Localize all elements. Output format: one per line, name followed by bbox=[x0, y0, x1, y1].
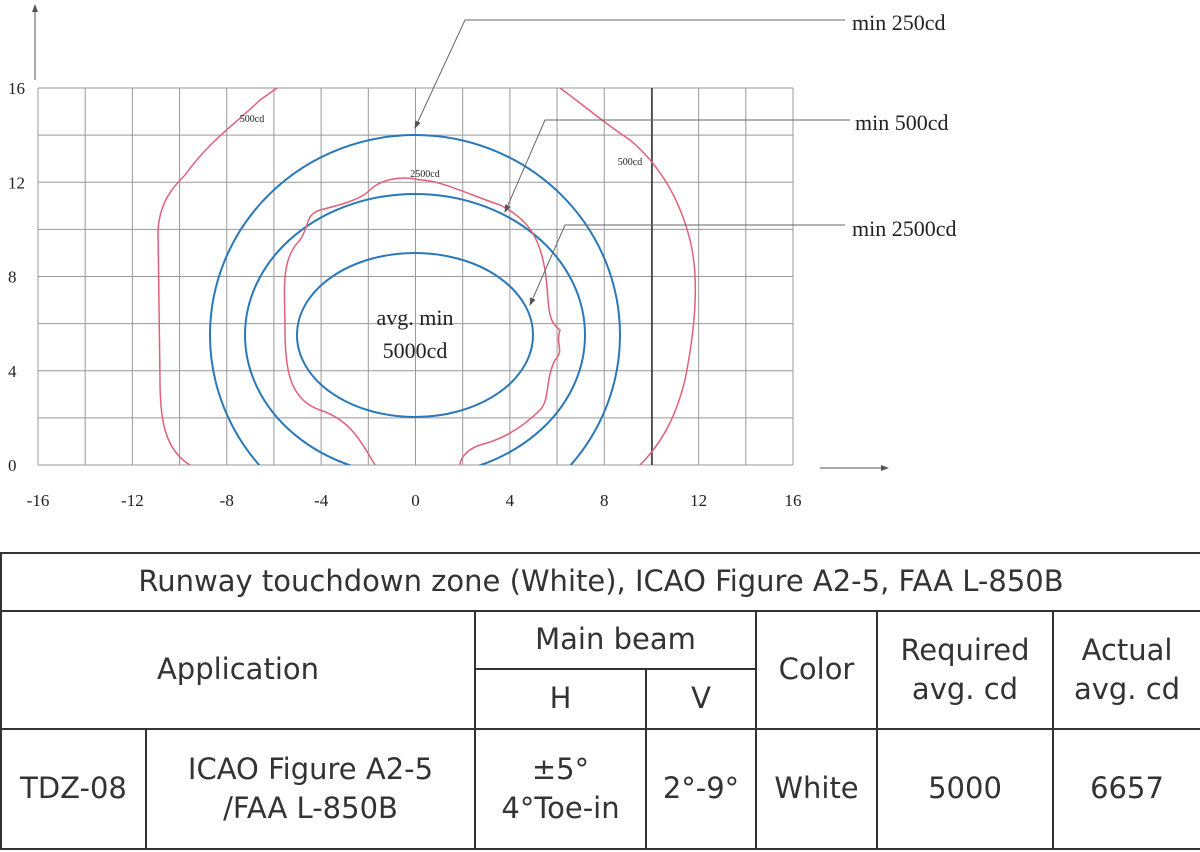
center-label: 5000cd bbox=[383, 338, 448, 363]
contour-curve bbox=[559, 88, 697, 465]
header-cell: Application bbox=[0, 610, 476, 730]
x-tick-label: -12 bbox=[121, 491, 144, 510]
y-tick-label: 8 bbox=[8, 268, 17, 287]
diagram: min 250cd min 500cd min 2500cd 500cd 250… bbox=[8, 4, 957, 510]
table-title: Runway touchdown zone (White), ICAO Figu… bbox=[0, 552, 1200, 612]
header-cell: V bbox=[645, 668, 757, 730]
cell: 2°-9° bbox=[645, 728, 757, 850]
cell: TDZ-08 bbox=[0, 728, 147, 850]
annotation: min 500cd bbox=[855, 110, 949, 135]
y-tick-label: 4 bbox=[8, 362, 17, 381]
leader-line bbox=[529, 224, 845, 306]
contour-label: 2500cd bbox=[410, 169, 439, 180]
cell: 6657 bbox=[1051, 728, 1200, 850]
header-cell: Color bbox=[755, 610, 878, 730]
contour-label: 500cd bbox=[618, 157, 642, 168]
y-tick-label: 0 bbox=[8, 456, 17, 475]
cell: ±5° 4°Toe-in bbox=[474, 728, 647, 850]
header-cell: Main beam bbox=[474, 610, 757, 670]
x-tick-label: -8 bbox=[220, 491, 234, 510]
contour-label: 500cd bbox=[240, 114, 264, 125]
x-tick-label: 0 bbox=[411, 491, 420, 510]
center-label: avg. min bbox=[377, 305, 454, 330]
contour-ellipse bbox=[296, 252, 534, 418]
leader-line bbox=[414, 19, 845, 129]
x-tick-label: 8 bbox=[600, 491, 609, 510]
contour-curve bbox=[283, 177, 561, 465]
cell: 5000 bbox=[876, 728, 1054, 850]
annotation: min 2500cd bbox=[852, 216, 957, 241]
x-tick-label: -16 bbox=[27, 491, 50, 510]
contour-ellipse bbox=[244, 193, 586, 465]
y-tick-label: 16 bbox=[8, 79, 25, 98]
cell: White bbox=[755, 728, 878, 850]
cell: ICAO Figure A2-5 /FAA L-850B bbox=[145, 728, 476, 850]
header-cell: H bbox=[474, 668, 647, 730]
y-tick-label: 12 bbox=[8, 173, 25, 192]
leader-line bbox=[504, 119, 850, 213]
x-tick-label: 4 bbox=[506, 491, 515, 510]
contour-curve bbox=[157, 88, 279, 465]
x-tick-label: 12 bbox=[690, 491, 707, 510]
annotation: min 250cd bbox=[852, 10, 946, 35]
x-tick-label: -4 bbox=[314, 491, 329, 510]
x-tick-label: 16 bbox=[785, 491, 802, 510]
header-cell: Required avg. cd bbox=[876, 610, 1054, 730]
spec-table: Runway touchdown zone (White), ICAO Figu… bbox=[0, 552, 1200, 850]
header-cell: Actual avg. cd bbox=[1051, 610, 1200, 730]
contour-ellipse bbox=[209, 134, 621, 465]
